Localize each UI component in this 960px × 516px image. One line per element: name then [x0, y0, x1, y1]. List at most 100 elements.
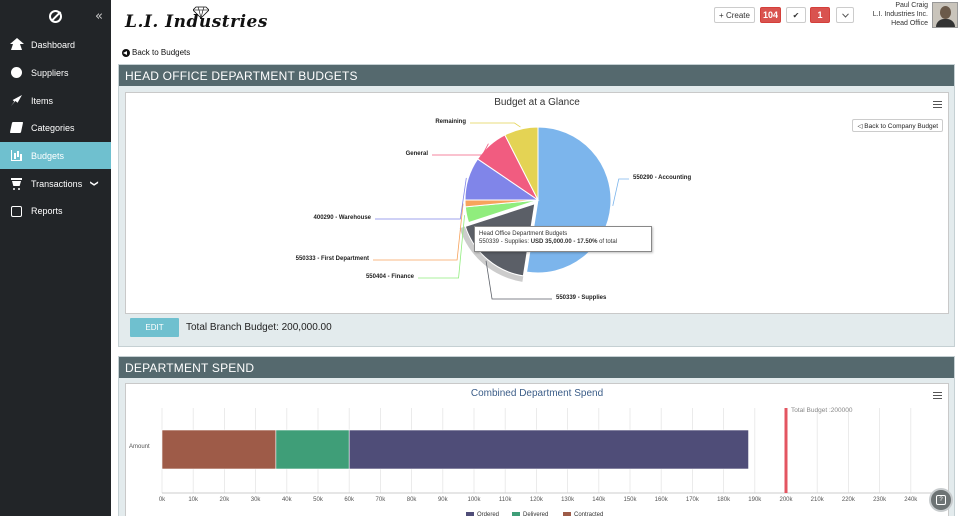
back-to-company-budget-button[interactable]: ◁ Back to Company Budget: [852, 119, 943, 132]
create-button[interactable]: + Create: [714, 7, 755, 23]
x-tick-label: 80k: [406, 497, 417, 503]
bar-segment[interactable]: [348, 429, 749, 470]
user-company: L.I. Industries Inc.: [872, 11, 928, 18]
x-tick-label: 10k: [188, 497, 199, 503]
pie-label: General: [405, 151, 428, 157]
sidebar-item-label: Reports: [31, 205, 63, 216]
sidebar-item-reports[interactable]: Reports: [0, 197, 111, 224]
x-tick-label: 200k: [779, 497, 793, 503]
tooltip-suffix: of total: [597, 239, 618, 245]
home-icon: [10, 38, 24, 50]
x-tick-label: 180k: [717, 497, 731, 503]
budget-pie-chart: Budget at a Glance ◁ Back to Company Bud…: [125, 92, 949, 314]
tooltip-value: USD 35,000.00 - 17.50%: [530, 239, 598, 245]
diamond-icon: [193, 6, 209, 18]
total-branch-budget: Total Branch Budget: 200,000.00: [186, 322, 332, 333]
legend-item[interactable]: Delivered: [512, 512, 548, 516]
panel-title: HEAD OFFICE DEPARTMENT BUDGETS: [119, 65, 954, 86]
pie-label: Remaining: [435, 119, 466, 125]
legend-item[interactable]: Ordered: [466, 512, 499, 516]
dropdown-toggle-button[interactable]: [836, 7, 854, 23]
book-icon: [9, 122, 24, 133]
sidebar-item-budgets[interactable]: Budgets: [0, 142, 111, 169]
bar-chart-svg: [161, 408, 942, 494]
legend-label: Ordered: [477, 512, 500, 516]
x-tick-label: 140k: [592, 497, 606, 503]
sidebar-item-label: Categories: [31, 122, 75, 133]
globe-icon: [11, 67, 22, 78]
x-tick-label: 120k: [529, 497, 543, 503]
pie-connector: [373, 203, 464, 261]
sidebar-item-label: Budgets: [31, 150, 65, 161]
sidebar-item-label: Dashboard: [31, 39, 76, 50]
tooltip-title: Head Office Department Budgets: [479, 231, 568, 237]
brand-logo[interactable]: L.I. Industries: [125, 12, 268, 32]
sidebar-item-dashboard[interactable]: Dashboard: [0, 31, 111, 58]
pie-connector: [612, 178, 629, 206]
sidebar-item-label: Items: [31, 95, 54, 106]
x-tick-label: 0k: [158, 497, 166, 503]
pie-connector: [375, 177, 467, 220]
legend-item[interactable]: Contracted: [563, 512, 603, 516]
chart-menu-icon[interactable]: [933, 392, 942, 399]
pie-label: 550333 - First Department: [295, 256, 369, 262]
panel-title: DEPARTMENT SPEND: [119, 357, 954, 378]
pie-label: 550339 - Supplies: [556, 295, 607, 301]
chart-tooltip: Head Office Department Budgets 550339 - …: [474, 226, 652, 252]
bar-segment[interactable]: [161, 429, 277, 470]
pie-label: 400290 - Warehouse: [313, 215, 371, 221]
pie-connector: [470, 122, 521, 128]
pie-connector: [432, 143, 489, 156]
avatar[interactable]: [932, 2, 958, 28]
alerts-badge[interactable]: 1: [810, 7, 830, 23]
x-tick-label: 110k: [498, 497, 512, 503]
help-icon: ?: [936, 495, 946, 505]
pie-slice[interactable]: [504, 126, 539, 201]
x-tick-label: 170k: [685, 497, 699, 503]
legend-label: Delivered: [523, 512, 549, 516]
legend-swatch: [512, 512, 520, 516]
tooltip-value-line: 550339 - Supplies: USD 35,000.00 - 17.50…: [479, 238, 647, 246]
sidebar-top: «: [0, 0, 111, 36]
bar-chart-icon: [11, 150, 22, 161]
x-tick-label: 220k: [841, 497, 855, 503]
x-tick-label: 150k: [623, 497, 637, 503]
edit-button[interactable]: EDIT: [130, 318, 179, 337]
chart-menu-icon[interactable]: [933, 101, 942, 108]
pie-label: 550404 - Finance: [365, 274, 414, 280]
x-tick-label: 100k: [467, 497, 481, 503]
rocket-icon: [11, 95, 22, 106]
user-office: Head Office: [891, 20, 928, 27]
category-label: Amount: [129, 444, 150, 450]
sidebar-item-transactions[interactable]: Transactions ❯: [0, 170, 111, 197]
approve-check-button[interactable]: ✔: [786, 7, 806, 23]
back-link-label: Back to Budgets: [132, 48, 191, 57]
sidebar-item-suppliers[interactable]: Suppliers: [0, 59, 111, 86]
cart-icon: [11, 178, 22, 190]
user-info[interactable]: Paul Craig L.I. Industries Inc. Head Off…: [873, 1, 928, 28]
legend-swatch: [563, 512, 571, 516]
pie-connector: [418, 215, 465, 279]
legend-swatch: [466, 512, 474, 516]
x-tick-label: 230k: [873, 497, 887, 503]
x-tick-label: 240k: [904, 497, 918, 503]
sidebar-item-categories[interactable]: Categories: [0, 114, 111, 141]
x-tick-label: 50k: [313, 497, 323, 503]
app-logo-icon[interactable]: [49, 10, 62, 23]
legend-label: Contracted: [574, 512, 604, 516]
pie-chart-svg: [373, 122, 629, 300]
chevron-down-icon: ❯: [90, 180, 100, 187]
bar-segment[interactable]: [275, 429, 350, 470]
x-tick-label: 190k: [748, 497, 762, 503]
notifications-badge[interactable]: 104: [760, 7, 781, 23]
back-to-budgets-link[interactable]: Back to Budgets: [122, 48, 190, 57]
chevron-down-icon: [841, 12, 849, 18]
spend-bar-chart: Combined Department Spend Amount 0k 10k 20…: [125, 383, 949, 516]
x-tick-label: 70k: [375, 497, 386, 503]
x-tick-label: 30k: [250, 497, 261, 503]
sidebar-item-label: Suppliers: [31, 67, 69, 78]
collapse-sidebar-icon[interactable]: «: [95, 9, 103, 24]
chart-title: Combined Department Spend: [470, 388, 604, 399]
sidebar-item-items[interactable]: Items: [0, 87, 111, 114]
help-button[interactable]: ?: [929, 488, 953, 512]
